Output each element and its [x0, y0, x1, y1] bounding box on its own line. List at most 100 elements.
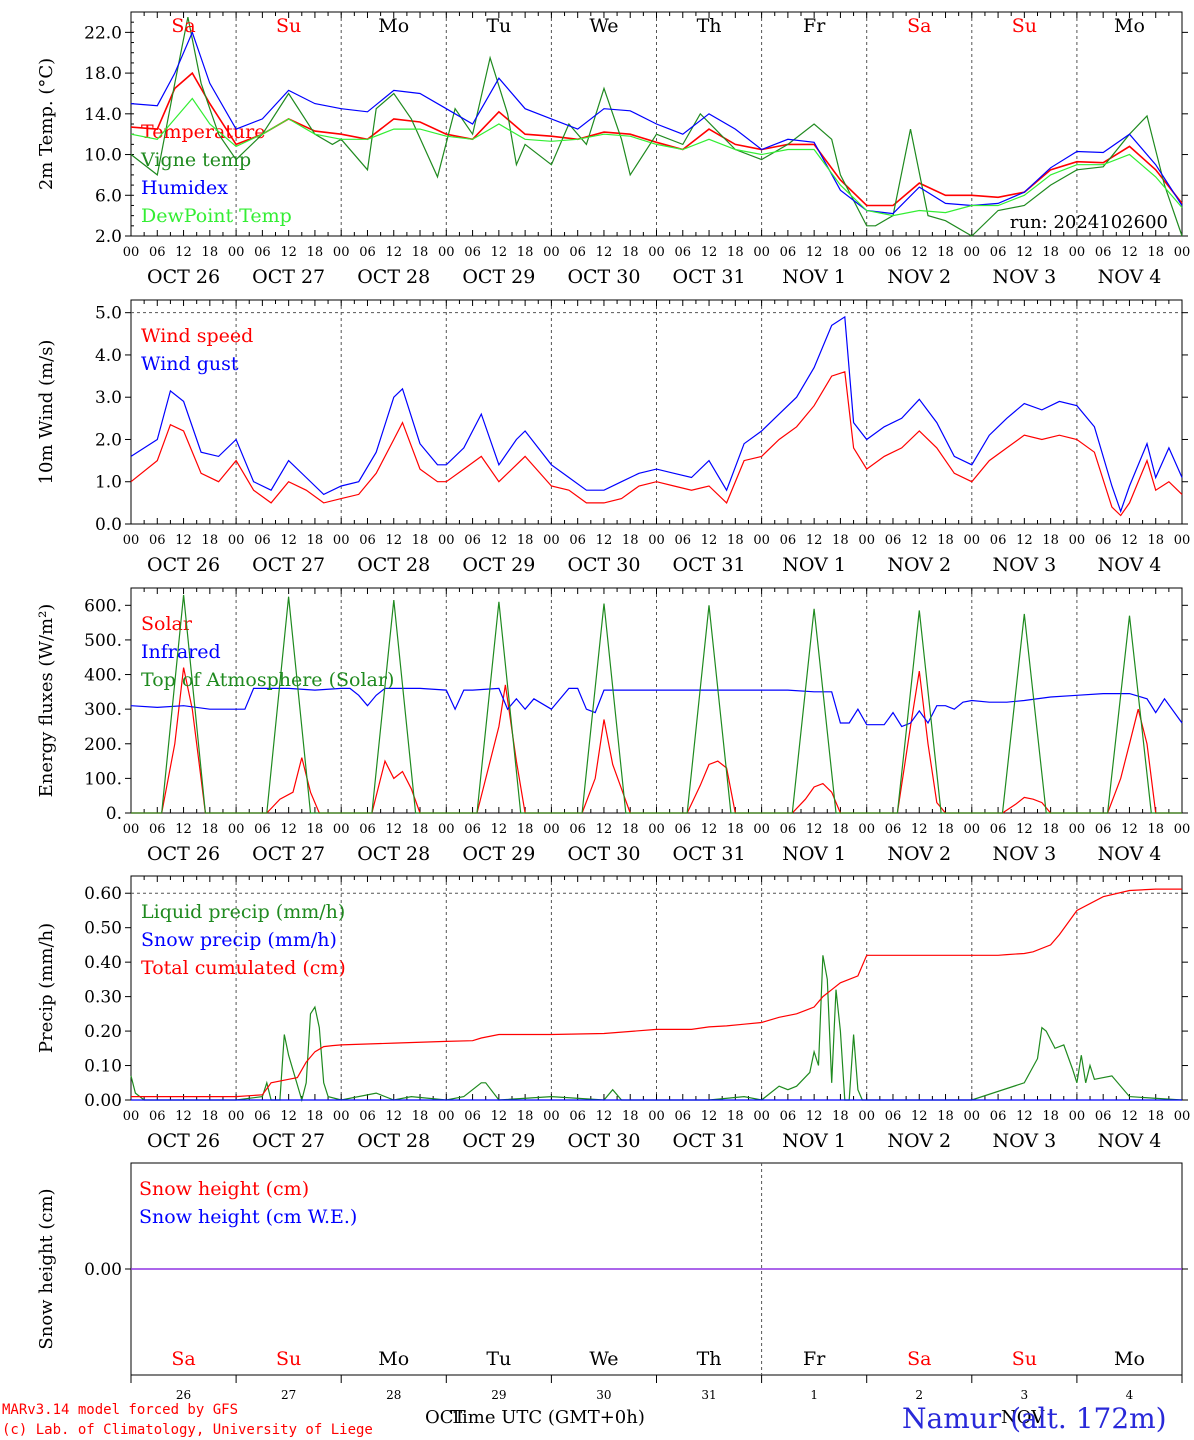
date-label: OCT 30: [567, 1130, 640, 1152]
day-number-label: 30: [596, 1388, 611, 1402]
hour-tick-label: 00: [1174, 245, 1191, 260]
legend-entry: Liquid precip (mm/h): [141, 901, 345, 923]
hour-tick-label: 18: [307, 533, 324, 548]
hour-tick-label: 12: [1121, 822, 1138, 837]
series-line-4-3: [131, 888, 1182, 1098]
hour-tick-label: 06: [885, 245, 902, 260]
series-line-3-3: [131, 594, 1182, 814]
day-number-label: 27: [281, 1388, 296, 1402]
y-tick-label: 0.0: [95, 515, 122, 535]
hour-tick-label: 12: [491, 1109, 508, 1124]
hour-tick-label: 12: [175, 533, 192, 548]
hour-tick-label: 06: [149, 533, 166, 548]
xaxis-title: Time UTC (GMT+0h): [450, 1407, 645, 1428]
date-label: OCT 31: [673, 1130, 746, 1152]
hour-tick-label: 18: [1147, 1109, 1164, 1124]
date-label: NOV 4: [1098, 843, 1162, 865]
hour-tick-label: 18: [412, 1109, 429, 1124]
hour-tick-label: 18: [307, 822, 324, 837]
date-label: OCT 28: [357, 554, 430, 576]
hour-tick-label: 00: [543, 533, 560, 548]
date-label: NOV 2: [887, 554, 951, 576]
series-line-2-2: [130, 315, 1183, 514]
hour-tick-label: 00: [123, 1109, 140, 1124]
hour-tick-label: 12: [385, 1109, 402, 1124]
y-axis-label: 2m Temp. (°C): [36, 58, 57, 190]
date-label: OCT 31: [673, 266, 746, 288]
day-number-label: 1: [810, 1388, 818, 1402]
hour-tick-label: 12: [806, 533, 823, 548]
hour-tick-label: 00: [1069, 245, 1086, 260]
day-number-label: 26: [176, 1388, 191, 1402]
footer-model-text: MARv3.14 model forced by GFS: [2, 1402, 238, 1418]
hour-tick-label: 00: [1069, 533, 1086, 548]
weekday-label: Sa: [907, 1348, 931, 1370]
hour-tick-label: 00: [753, 533, 770, 548]
series-line-1-3: [130, 30, 1183, 215]
y-tick-label: 1.0: [95, 473, 122, 493]
hour-tick-label: 06: [149, 245, 166, 260]
hour-tick-label: 12: [701, 1109, 718, 1124]
y-tick-label: 2.0: [95, 227, 122, 247]
hour-tick-label: 12: [701, 245, 718, 260]
y-axis-label: 10m Wind (m/s): [36, 340, 57, 485]
hour-tick-label: 12: [175, 1109, 192, 1124]
weekday-label: Th: [697, 15, 722, 37]
date-label: OCT 30: [567, 554, 640, 576]
hour-tick-label: 00: [438, 533, 455, 548]
date-label: OCT 26: [147, 266, 220, 288]
hour-tick-label: 18: [517, 533, 534, 548]
y-tick-label: 0.60: [84, 884, 122, 904]
hour-tick-label: 18: [412, 533, 429, 548]
hour-tick-label: 12: [491, 822, 508, 837]
y-tick-label: 100.: [84, 769, 122, 789]
date-label: OCT 26: [147, 554, 220, 576]
day-number-label: 31: [701, 1388, 716, 1402]
hour-tick-label: 18: [412, 822, 429, 837]
date-label: OCT 29: [462, 554, 535, 576]
hour-tick-label: 12: [280, 245, 297, 260]
date-label: OCT 30: [567, 843, 640, 865]
hour-tick-label: 00: [123, 822, 140, 837]
hour-tick-label: 00: [228, 533, 245, 548]
hour-tick-label: 06: [569, 533, 586, 548]
weekday-label: Tu: [486, 1348, 511, 1370]
hour-tick-label: 18: [307, 245, 324, 260]
hour-tick-label: 12: [911, 822, 928, 837]
run-label: run: 2024102600: [1010, 212, 1168, 233]
series-line-3-2: [130, 687, 1183, 728]
hour-tick-label: 00: [1174, 822, 1191, 837]
legend-entry: Snow precip (mm/h): [141, 929, 337, 951]
legend-entry: Solar: [141, 613, 193, 635]
y-tick-label: 0.30: [84, 988, 122, 1008]
weekday-label: Sa: [171, 1348, 195, 1370]
hour-tick-label: 12: [701, 822, 718, 837]
hour-tick-label: 12: [385, 245, 402, 260]
hour-tick-label: 00: [858, 533, 875, 548]
weekday-label: Mo: [1114, 1348, 1145, 1370]
hour-tick-label: 18: [202, 822, 219, 837]
hour-tick-label: 06: [675, 245, 692, 260]
hour-tick-label: 12: [1121, 533, 1138, 548]
hour-tick-label: 18: [1042, 822, 1059, 837]
hour-tick-label: 12: [385, 822, 402, 837]
y-tick-label: 2.0: [95, 430, 122, 450]
weekday-label: We: [589, 15, 618, 37]
legend-entry: Wind speed: [141, 325, 253, 347]
date-label: OCT 27: [252, 843, 325, 865]
date-label: OCT 26: [147, 843, 220, 865]
hour-tick-label: 12: [491, 533, 508, 548]
y-tick-label: 0.50: [84, 919, 122, 939]
legend-entry: Snow height (cm W.E.): [139, 1206, 357, 1228]
y-tick-label: 0.10: [84, 1057, 122, 1077]
date-label: OCT 26: [147, 1130, 220, 1152]
hour-tick-label: 00: [648, 533, 665, 548]
date-label: OCT 31: [673, 843, 746, 865]
hour-tick-label: 00: [1174, 533, 1191, 548]
hour-tick-label: 06: [675, 1109, 692, 1124]
y-tick-label: 6.0: [95, 186, 122, 206]
hour-tick-label: 06: [254, 533, 271, 548]
date-label: NOV 1: [782, 554, 846, 576]
hour-tick-label: 18: [307, 1109, 324, 1124]
hour-tick-label: 06: [359, 822, 376, 837]
